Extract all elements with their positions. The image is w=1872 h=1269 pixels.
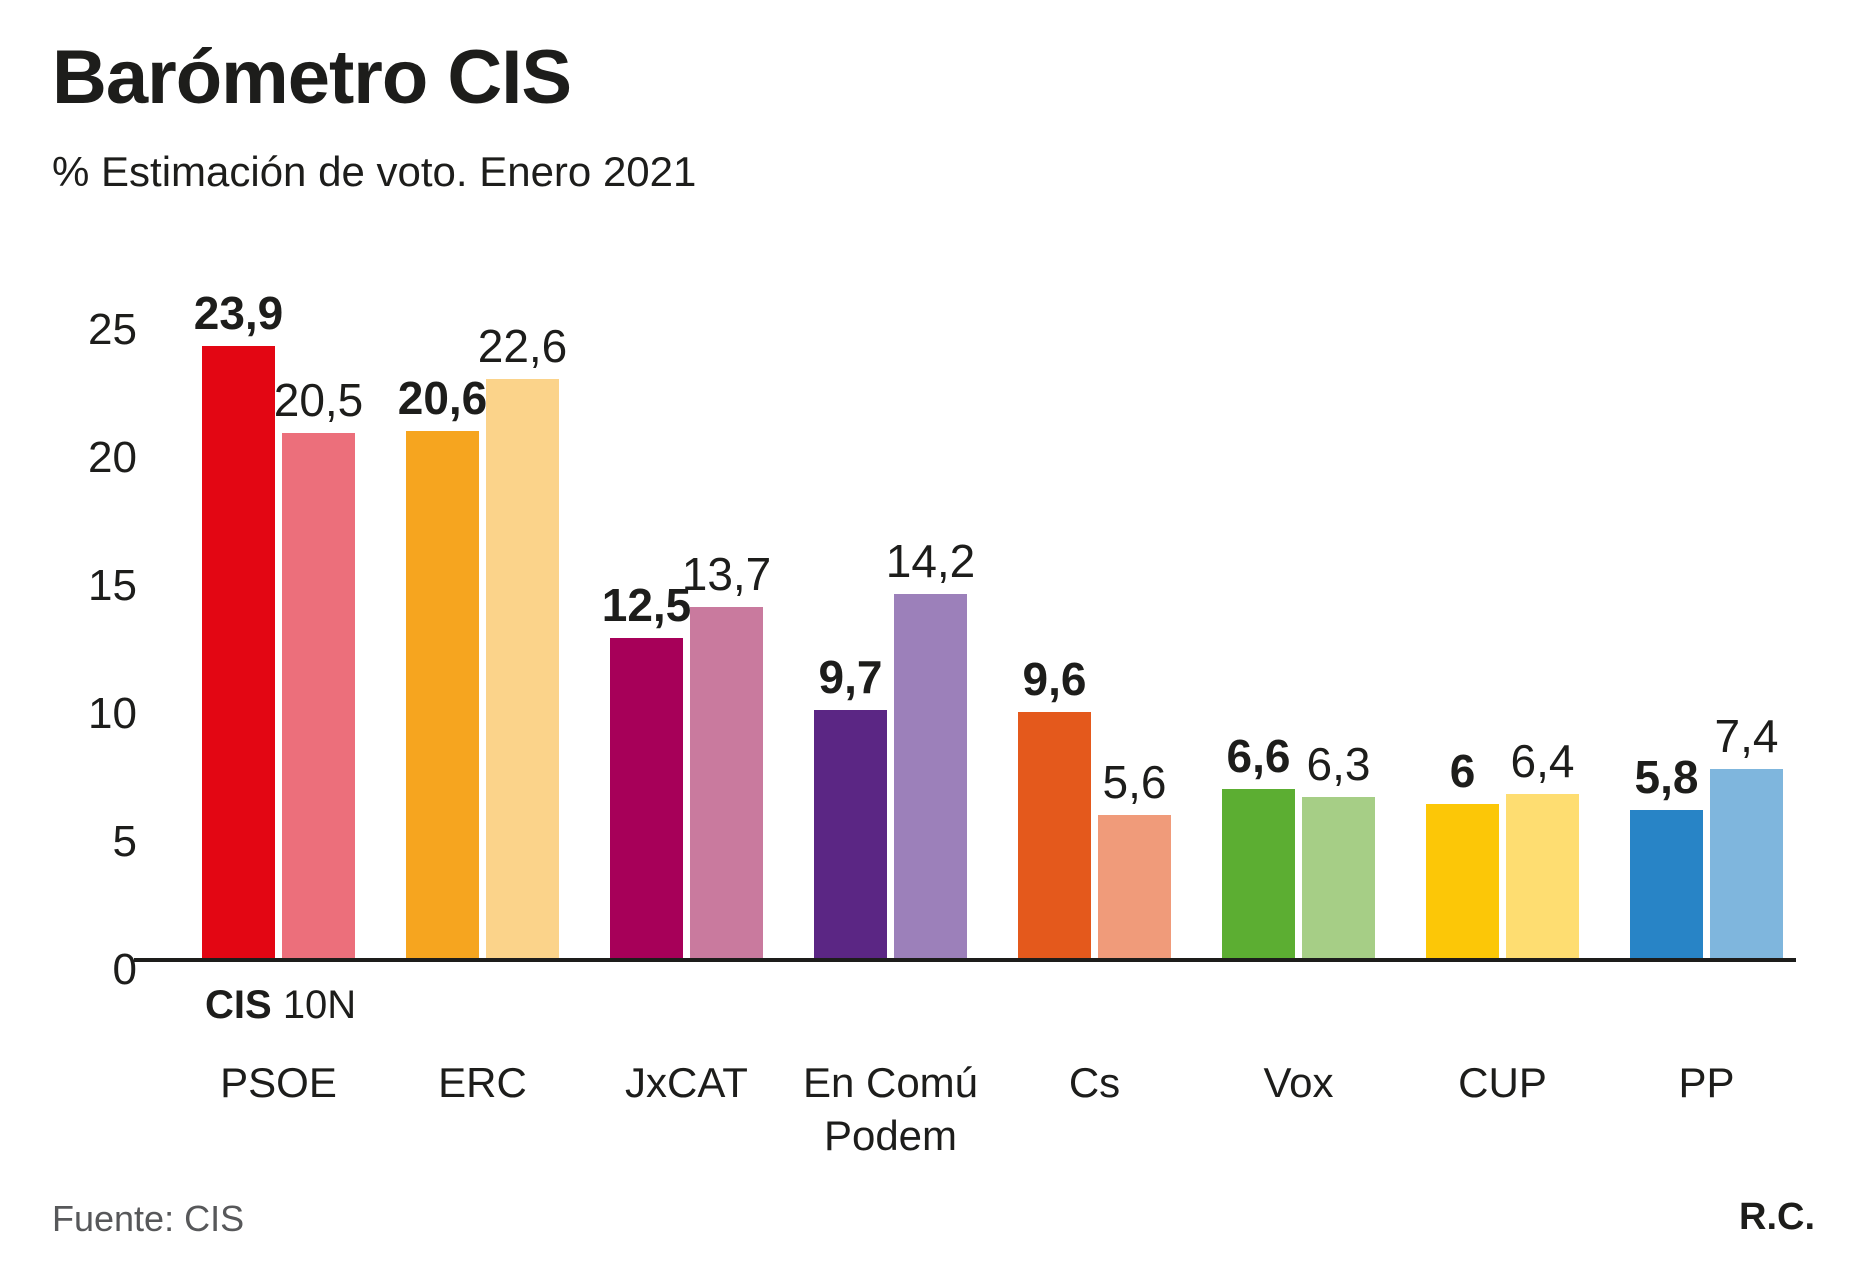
page-subtitle: % Estimación de voto. Enero 2021 (52, 148, 697, 195)
value-label-erc-10n: 22,6 (477, 320, 568, 372)
x-label-vox: Vox (1263, 1059, 1334, 1106)
x-label-cs: Cs (1068, 1059, 1121, 1106)
value-label-cs-cis: 9,6 (1022, 653, 1087, 705)
y-tick-5: 5 (112, 817, 137, 866)
source-note: Fuente: CIS (52, 1198, 245, 1239)
value-label-pp-cis: 5,8 (1634, 751, 1699, 803)
page-title: Barómetro CIS (52, 35, 572, 120)
value-label-vox-10n: 6,3 (1306, 738, 1371, 790)
bar-vox-10n (1302, 797, 1375, 958)
bar-erc-cis (406, 431, 479, 958)
x-axis-line (134, 958, 1796, 962)
bar-en-com-podem-cis (814, 710, 887, 958)
y-tick-15: 15 (88, 561, 137, 610)
value-label-erc-cis: 20,6 (397, 372, 488, 424)
x-label-cup: CUP (1458, 1059, 1547, 1106)
bar-erc-10n (486, 379, 559, 958)
value-label-en-com-podem-10n: 14,2 (885, 535, 976, 587)
bar-cs-cis (1018, 712, 1091, 958)
bar-jxcat-10n (690, 607, 763, 958)
bar-vox-cis (1222, 789, 1295, 958)
series-legend: CIS 10N (205, 982, 356, 1028)
bar-psoe-cis (202, 346, 275, 958)
legend-10n-label: 10N (282, 983, 357, 1027)
value-label-cup-10n: 6,4 (1510, 735, 1575, 787)
bar-pp-cis (1630, 810, 1703, 958)
bar-en-com-podem-10n (894, 594, 967, 958)
bar-pp-10n (1710, 769, 1783, 958)
x-label-psoe: PSOE (220, 1059, 337, 1106)
x-label-pp: PP (1678, 1059, 1735, 1106)
x-label-erc: ERC (438, 1059, 527, 1106)
bar-cup-cis (1426, 804, 1499, 958)
y-tick-25: 25 (88, 305, 137, 354)
y-tick-0: 0 (112, 945, 137, 994)
bar-psoe-10n (282, 433, 355, 958)
x-label-en-com-podem: En Comú Podem (802, 1059, 979, 1159)
credit: R.C. (1739, 1196, 1815, 1238)
value-label-jxcat-cis: 12,5 (601, 579, 692, 631)
bar-cs-10n (1098, 815, 1171, 958)
value-label-cs-10n: 5,6 (1102, 756, 1167, 808)
value-label-en-com-podem-cis: 9,7 (818, 651, 883, 703)
value-label-jxcat-10n: 13,7 (681, 548, 772, 600)
value-label-cup-cis: 6 (1449, 745, 1476, 797)
value-label-pp-10n: 7,4 (1714, 710, 1779, 762)
value-label-psoe-10n: 20,5 (273, 374, 364, 426)
x-label-jxcat: JxCAT (625, 1059, 748, 1106)
bar-jxcat-cis (610, 638, 683, 958)
y-tick-10: 10 (88, 689, 137, 738)
value-label-vox-cis: 6,6 (1226, 730, 1291, 782)
bar-cup-10n (1506, 794, 1579, 958)
value-label-psoe-cis: 23,9 (193, 287, 284, 339)
legend-cis-label: CIS (205, 983, 272, 1027)
y-tick-20: 20 (88, 433, 137, 482)
